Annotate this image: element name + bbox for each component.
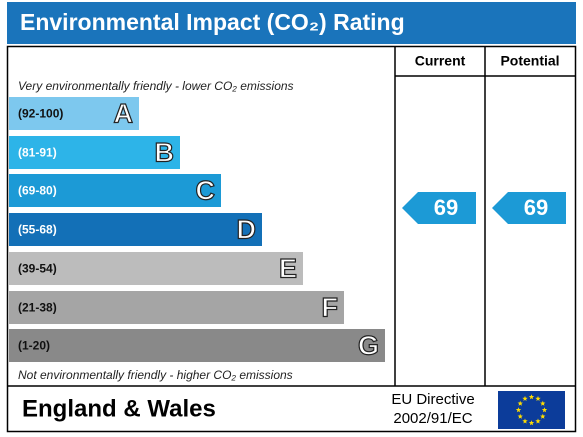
- band-range: (21-38): [18, 301, 57, 315]
- band-bar: [9, 97, 139, 130]
- frame: [6, 45, 577, 433]
- directive: EU Directive: [391, 391, 474, 408]
- band-letter: C: [196, 176, 216, 206]
- title: Environmental Impact (CO₂) Rating: [20, 9, 405, 35]
- eu-star: [522, 395, 528, 401]
- eu-star: [540, 413, 546, 419]
- band-range: (1-20): [18, 339, 50, 353]
- band-range: (81-91): [18, 146, 57, 160]
- eu-star: [535, 395, 541, 401]
- band-letter: D: [237, 215, 257, 245]
- band-bar: [9, 291, 344, 324]
- eu-star: [541, 407, 548, 413]
- region: England & Wales: [22, 395, 216, 422]
- band-bar: [9, 174, 221, 207]
- band-bar: [9, 329, 385, 362]
- top-note: Very environmentally friendly - lower CO…: [18, 79, 294, 93]
- eu-star: [522, 418, 528, 424]
- band-bar: [9, 252, 303, 285]
- eu-stars: [515, 394, 548, 426]
- band-letter: A: [114, 99, 134, 129]
- band-letter: F: [322, 293, 339, 323]
- rating-arrow: [492, 192, 566, 224]
- band-letter: B: [155, 138, 175, 168]
- eu-star: [515, 407, 522, 413]
- band-letter: G: [358, 331, 379, 361]
- band-bar: [9, 136, 180, 169]
- rating-arrow: [402, 192, 476, 224]
- directive: 2002/91/EC: [393, 410, 472, 427]
- eu-star: [528, 420, 535, 426]
- column-header: Potential: [500, 53, 559, 69]
- eu-star: [535, 418, 541, 424]
- band-range: (39-54): [18, 262, 57, 276]
- column-header: Current: [415, 53, 466, 69]
- rating-value: 69: [524, 195, 548, 220]
- title-bar: [7, 2, 576, 44]
- bottom-note: Not environmentally friendly - higher CO…: [18, 368, 293, 382]
- eu-star: [528, 394, 535, 400]
- band-range: (92-100): [18, 107, 63, 121]
- eu-star: [517, 400, 523, 406]
- eu-star: [517, 413, 523, 419]
- band-range: (69-80): [18, 184, 57, 198]
- band-letter: E: [279, 254, 297, 284]
- band-range: (55-68): [18, 223, 57, 237]
- eu-star: [540, 400, 546, 406]
- rating-value: 69: [434, 195, 458, 220]
- band-bar: [9, 213, 262, 246]
